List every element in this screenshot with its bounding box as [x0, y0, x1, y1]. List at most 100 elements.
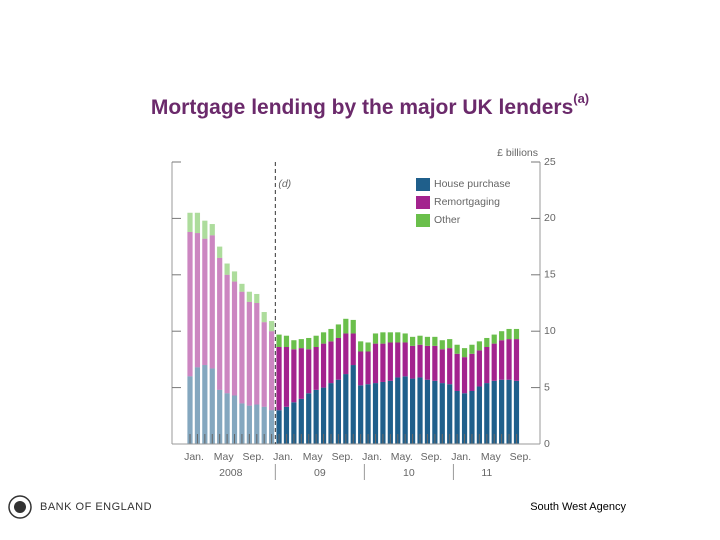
- x-tick-label: Jan.: [451, 451, 471, 463]
- bar-segment: [283, 346, 290, 407]
- bar-segment: [387, 332, 393, 343]
- logo: [8, 495, 32, 519]
- bar-segment: [276, 346, 282, 411]
- bar-segment: [246, 405, 252, 444]
- bar-segment: [432, 336, 438, 346]
- bar-segment: [358, 351, 364, 386]
- bar-segment: [187, 231, 193, 377]
- bar-segment: [424, 345, 431, 380]
- bar-segment: [291, 349, 297, 403]
- bar-segment: [513, 380, 520, 444]
- bar-segment: [291, 340, 297, 350]
- logo-text: BANK OF ENGLAND: [40, 501, 152, 513]
- group-label: 09: [314, 467, 326, 479]
- bar-segment: [350, 365, 356, 444]
- bar-segment: [499, 331, 505, 341]
- bar-segment: [476, 341, 482, 351]
- bar-segment: [439, 383, 445, 444]
- bar-segment: [239, 403, 245, 444]
- bar-segment: [484, 337, 490, 347]
- title-note: (a): [573, 91, 589, 106]
- bar-segment: [231, 271, 238, 282]
- x-tick-label: May: [214, 451, 235, 463]
- bar-segment: [217, 257, 223, 390]
- bar-segment: [306, 393, 312, 444]
- bar-segment: [461, 348, 468, 358]
- bar-segment: [343, 374, 349, 444]
- bar-segment: [335, 324, 341, 338]
- group-label: 11: [481, 467, 492, 479]
- bar-segment: [283, 335, 290, 347]
- bar-segment: [387, 380, 393, 444]
- bar-segment: [365, 384, 371, 444]
- bar-segment: [328, 341, 334, 384]
- bar-segment: [291, 402, 297, 444]
- legend-label: House purchase: [434, 178, 511, 190]
- bar-segment: [269, 410, 275, 444]
- legend-label: Remortgaging: [434, 196, 500, 208]
- bar-segment: [469, 390, 475, 444]
- bar-segment: [365, 342, 371, 352]
- bar-segment: [276, 410, 282, 444]
- bar-segment: [298, 348, 304, 399]
- bar-segment: [461, 357, 468, 394]
- bar-segment: [187, 212, 193, 232]
- legend-label: Other: [434, 214, 461, 226]
- y-tick-label: 25: [544, 156, 556, 168]
- x-tick-label: Sep.: [510, 451, 532, 463]
- x-tick-label: Jan.: [273, 451, 293, 463]
- bar-segment: [261, 312, 267, 323]
- y-axis-label: £ billions: [497, 147, 538, 159]
- bar-segment: [261, 406, 267, 444]
- bar-segment: [306, 349, 312, 394]
- bar-segment: [231, 281, 238, 396]
- bar-segment: [402, 342, 408, 377]
- bar-segment: [246, 301, 252, 406]
- bar-segment: [491, 343, 497, 381]
- bar-segment: [439, 340, 445, 350]
- bar-segment: [246, 291, 252, 302]
- y-tick-label: 5: [544, 381, 550, 393]
- bar-segment: [417, 377, 423, 444]
- bar-segment: [447, 339, 453, 349]
- x-tick-label: Jan.: [362, 451, 382, 463]
- bar-segment: [365, 351, 371, 385]
- bar-segment: [432, 380, 438, 444]
- bar-segment: [231, 395, 238, 444]
- y-tick-label: 10: [544, 325, 556, 337]
- bar-segment: [194, 367, 201, 444]
- bar-segment: [343, 333, 349, 375]
- bar-segment: [424, 379, 431, 444]
- bar-segment: [506, 339, 512, 380]
- bar-segment: [224, 274, 230, 394]
- marker-label: (d): [278, 178, 291, 190]
- bar-segment: [402, 376, 408, 444]
- bar-segment: [476, 350, 482, 387]
- bar-segment: [417, 335, 423, 345]
- bar-segment: [454, 344, 460, 354]
- title-text: Mortgage lending by the major UK lenders: [151, 96, 573, 119]
- bar-segment: [217, 389, 223, 444]
- bar-segment: [372, 383, 379, 444]
- x-tick-label: May.: [391, 451, 413, 463]
- bar-segment: [269, 331, 275, 411]
- bar-segment: [194, 233, 201, 368]
- bar-segment: [269, 321, 275, 332]
- bar-segment: [254, 404, 260, 444]
- bar-segment: [499, 379, 505, 444]
- x-tick-label: May: [481, 451, 502, 463]
- bar-segment: [439, 349, 445, 384]
- bar-segment: [424, 336, 431, 346]
- bar-segment: [283, 406, 290, 444]
- bar-segment: [469, 344, 475, 354]
- bar-segment: [380, 381, 386, 444]
- bar-segment: [335, 379, 341, 444]
- bar-segment: [350, 333, 356, 366]
- y-tick-label: 20: [544, 212, 556, 224]
- bar-segment: [194, 212, 201, 234]
- bar-segment: [476, 386, 482, 444]
- bar-segment: [239, 283, 245, 292]
- bar-segment: [187, 376, 193, 444]
- legend-swatch: [416, 214, 430, 227]
